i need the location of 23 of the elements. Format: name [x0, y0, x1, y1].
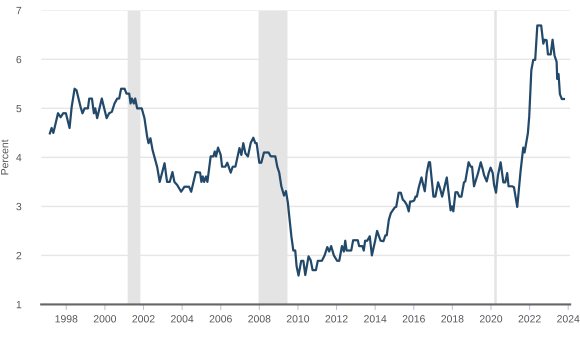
x-tick-label: 2016 — [402, 315, 425, 323]
x-tick-label: 2022 — [518, 315, 541, 323]
x-tick-label: 2020 — [480, 315, 502, 323]
x-tick-label: 2012 — [325, 315, 348, 323]
x-tick-label: 2008 — [248, 315, 270, 323]
x-tick-label: 2004 — [171, 315, 194, 323]
x-tick-label: 2018 — [441, 315, 464, 323]
x-tick-label: 2010 — [286, 315, 310, 323]
y-tick-label: 1 — [16, 301, 22, 308]
line-series — [48, 24, 566, 277]
x-tick-label: 2002 — [132, 315, 155, 323]
x-tick-label: 2006 — [210, 315, 232, 323]
y-axis-title: Percent — [1, 140, 8, 174]
y-tick-label: 7 — [16, 6, 22, 14]
y-tick-label: 5 — [16, 104, 22, 112]
y-tick-label: 2 — [16, 252, 22, 260]
x-tick-label: 1998 — [55, 315, 78, 323]
x-tick-label: 2024 — [557, 315, 580, 323]
x-tick-label: 2014 — [364, 315, 386, 323]
y-tick-label: 3 — [16, 202, 22, 210]
y-tick-label: 6 — [16, 56, 22, 64]
y-tick-label: 4 — [16, 154, 22, 162]
x-tick-label: 2000 — [94, 315, 116, 323]
